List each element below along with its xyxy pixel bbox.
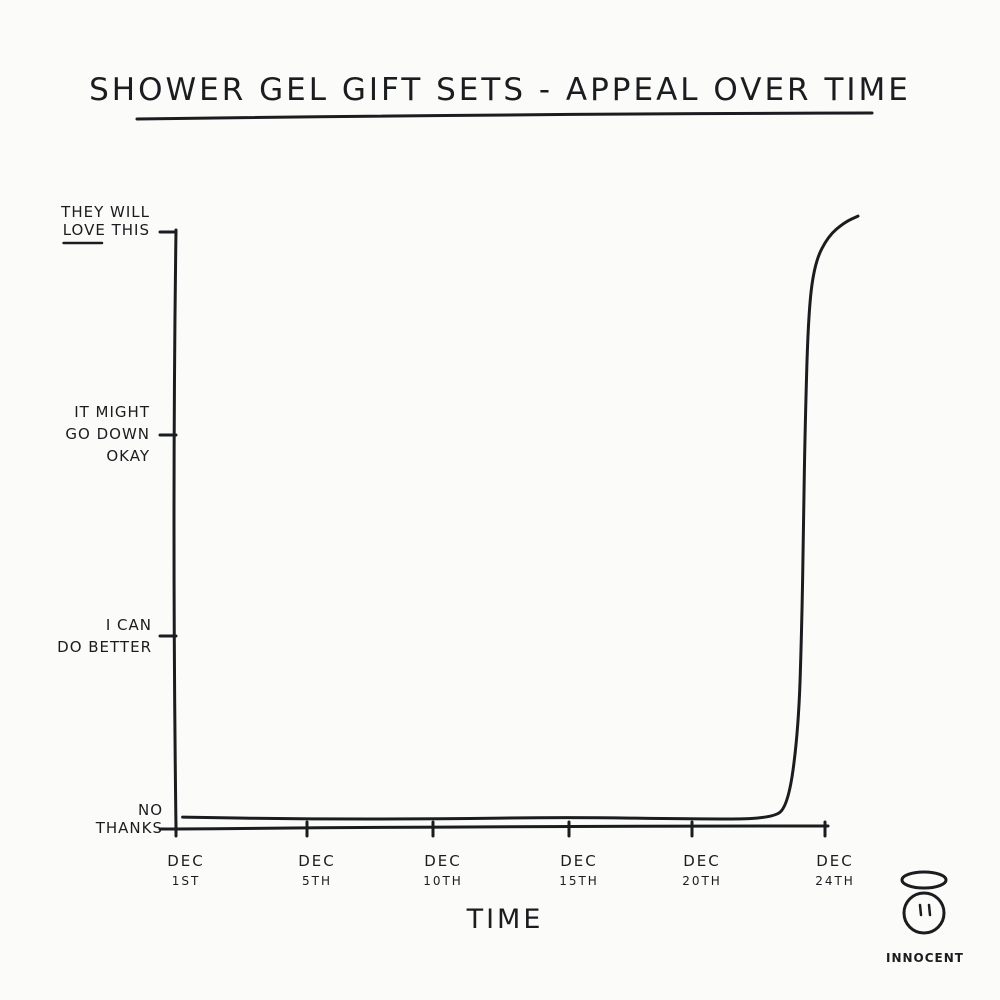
x-tick-sublabel: 5TH — [302, 874, 332, 888]
x-tick-label: DEC — [683, 852, 721, 870]
series-line-appeal — [181, 214, 860, 821]
x-tick-label: DEC — [167, 852, 205, 870]
y-tick-label: DO BETTER — [57, 638, 152, 656]
x-tick-label: DEC — [560, 852, 598, 870]
ticks-layer: DEC 1ST DEC 5TH DEC 10TH DEC 15TH DEC 20TH DEC 24TH… — [57, 203, 855, 888]
x-axis — [174, 824, 830, 831]
y-tick-label: GO DOWN — [65, 425, 150, 443]
y-tick-label: I CAN — [106, 616, 152, 634]
x-tick-label: DEC — [816, 852, 854, 870]
y-tick-label: LOVE THIS — [63, 221, 150, 239]
x-tick-sublabel: 24TH — [815, 874, 855, 888]
chart-title: SHOWER GEL GIFT SETS - APPEAL OVER TIME — [89, 72, 911, 108]
y-axis — [172, 228, 178, 831]
x-tick-sublabel: 10TH — [423, 874, 463, 888]
y-tick-label: IT MIGHT — [74, 403, 150, 421]
title-underline — [135, 111, 874, 121]
y-tick-label: THEY WILL — [60, 203, 150, 221]
brand-name: INNOCENT — [886, 951, 964, 965]
x-tick-label: DEC — [424, 852, 462, 870]
y-tick-label: NO — [138, 801, 163, 819]
x-tick-sublabel: 1ST — [172, 874, 201, 888]
x-tick-sublabel: 15TH — [559, 874, 599, 888]
y-tick-label: OKAY — [106, 447, 150, 465]
y-tick-label: THANKS — [95, 819, 163, 837]
innocent-halo-face-icon — [900, 870, 948, 935]
x-axis-label: TIME — [466, 904, 544, 935]
x-tick-label: DEC — [298, 852, 336, 870]
x-tick-sublabel: 20TH — [682, 874, 722, 888]
